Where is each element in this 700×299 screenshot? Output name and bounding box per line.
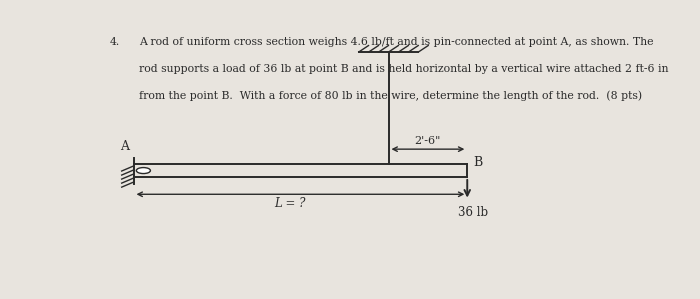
- Text: A: A: [120, 140, 130, 153]
- Circle shape: [136, 167, 150, 173]
- Text: L = ?: L = ?: [274, 197, 305, 210]
- Text: from the point B.  With a force of 80 lb in the wire, determine the length of th: from the point B. With a force of 80 lb …: [139, 90, 642, 100]
- Text: A rod of uniform cross section weighs 4.6 lb/ft and is pin-connected at point A,: A rod of uniform cross section weighs 4.…: [139, 37, 654, 47]
- Text: 2'-6": 2'-6": [414, 136, 441, 147]
- Text: rod supports a load of 36 lb at point B and is held horizontal by a vertical wir: rod supports a load of 36 lb at point B …: [139, 63, 668, 74]
- Text: 4.: 4.: [109, 37, 120, 47]
- Text: B: B: [474, 156, 483, 169]
- Text: 36 lb: 36 lb: [458, 206, 488, 219]
